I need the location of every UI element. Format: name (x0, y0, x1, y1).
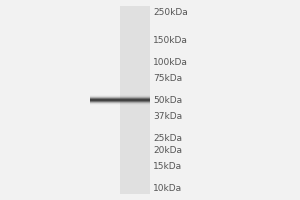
Bar (90, 97, 150, 98)
Text: 250kDa: 250kDa (153, 8, 188, 17)
Text: 20kDa: 20kDa (153, 146, 182, 155)
Bar (120, 6, 150, 194)
Bar (90, 99, 150, 100)
Bar (90, 101, 150, 102)
Bar (90, 104, 150, 105)
Bar (90, 102, 150, 103)
Text: 100kDa: 100kDa (153, 58, 188, 67)
Text: 37kDa: 37kDa (153, 112, 182, 121)
Bar (90, 103, 150, 104)
Text: 15kDa: 15kDa (153, 162, 182, 171)
Text: 50kDa: 50kDa (153, 96, 182, 105)
Text: 150kDa: 150kDa (153, 36, 188, 45)
Text: 75kDa: 75kDa (153, 74, 182, 83)
Text: 25kDa: 25kDa (153, 134, 182, 143)
Bar (90, 100, 150, 101)
Bar (90, 95, 150, 96)
Bar (90, 98, 150, 99)
Text: 10kDa: 10kDa (153, 184, 182, 193)
Bar (90, 96, 150, 97)
